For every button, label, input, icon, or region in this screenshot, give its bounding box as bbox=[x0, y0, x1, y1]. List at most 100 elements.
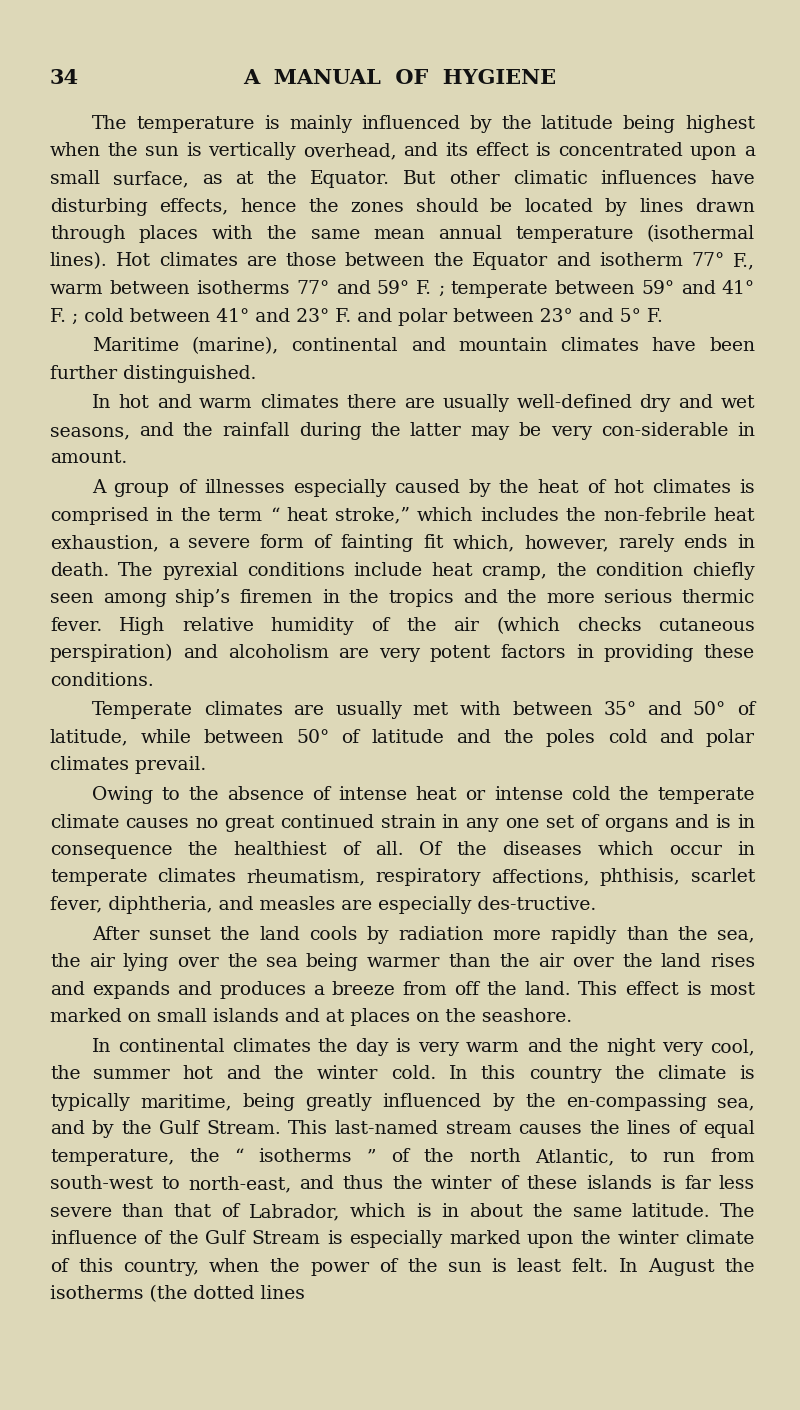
Text: cold: cold bbox=[571, 785, 610, 804]
Text: the: the bbox=[122, 1121, 152, 1138]
Text: hot: hot bbox=[614, 479, 644, 498]
Text: power: power bbox=[310, 1258, 370, 1276]
Text: “: “ bbox=[270, 506, 279, 525]
Text: (marine),: (marine), bbox=[192, 337, 279, 355]
Text: of: of bbox=[678, 1121, 696, 1138]
Text: being: being bbox=[242, 1093, 295, 1111]
Text: (which: (which bbox=[496, 616, 560, 634]
Text: this: this bbox=[78, 1258, 113, 1276]
Text: or: or bbox=[466, 785, 486, 804]
Text: Temperate: Temperate bbox=[92, 701, 193, 719]
Text: rises: rises bbox=[710, 953, 755, 971]
Text: thermic: thermic bbox=[682, 589, 755, 608]
Text: Hot: Hot bbox=[116, 252, 151, 271]
Text: there: there bbox=[346, 395, 397, 412]
Text: Atlantic,: Atlantic, bbox=[535, 1148, 614, 1166]
Text: hence: hence bbox=[240, 197, 297, 216]
Text: radiation: radiation bbox=[398, 926, 484, 943]
Text: climates: climates bbox=[260, 395, 339, 412]
Text: to: to bbox=[630, 1148, 648, 1166]
Text: of: of bbox=[342, 729, 360, 747]
Text: these: these bbox=[704, 644, 755, 663]
Text: is: is bbox=[715, 814, 731, 832]
Text: August: August bbox=[648, 1258, 714, 1276]
Text: is: is bbox=[739, 479, 755, 498]
Text: day: day bbox=[355, 1038, 389, 1056]
Text: chiefly: chiefly bbox=[692, 561, 755, 580]
Text: temperature,: temperature, bbox=[50, 1148, 174, 1166]
Text: ends: ends bbox=[683, 534, 728, 553]
Text: most: most bbox=[709, 981, 755, 998]
Text: air: air bbox=[89, 953, 114, 971]
Text: temperate: temperate bbox=[50, 869, 147, 887]
Text: north-east,: north-east, bbox=[188, 1176, 291, 1193]
Text: met: met bbox=[413, 701, 449, 719]
Text: the: the bbox=[556, 561, 586, 580]
Text: those: those bbox=[286, 252, 337, 271]
Text: winter: winter bbox=[618, 1231, 679, 1248]
Text: of: of bbox=[587, 479, 606, 498]
Text: include: include bbox=[354, 561, 422, 580]
Text: condition: condition bbox=[595, 561, 683, 580]
Text: scarlet: scarlet bbox=[690, 869, 755, 887]
Text: continental: continental bbox=[291, 337, 398, 355]
Text: far: far bbox=[684, 1176, 710, 1193]
Text: less: less bbox=[719, 1176, 755, 1193]
Text: are: are bbox=[404, 395, 434, 412]
Text: mean: mean bbox=[373, 226, 425, 243]
Text: winter: winter bbox=[317, 1066, 378, 1083]
Text: these: these bbox=[526, 1176, 578, 1193]
Text: non-febrile: non-febrile bbox=[603, 506, 706, 525]
Text: Labrador,: Labrador, bbox=[250, 1203, 341, 1221]
Text: continued: continued bbox=[281, 814, 374, 832]
Text: among: among bbox=[102, 589, 166, 608]
Text: providing: providing bbox=[604, 644, 694, 663]
Text: usually: usually bbox=[442, 395, 509, 412]
Text: cold.: cold. bbox=[391, 1066, 436, 1083]
Text: heat: heat bbox=[416, 785, 458, 804]
Text: from: from bbox=[402, 981, 447, 998]
Text: which: which bbox=[417, 506, 473, 525]
Text: influenced: influenced bbox=[362, 116, 460, 133]
Text: lines).: lines). bbox=[50, 252, 108, 271]
Text: however,: however, bbox=[524, 534, 609, 553]
Text: the: the bbox=[533, 1203, 563, 1221]
Text: causes: causes bbox=[518, 1121, 582, 1138]
Text: The: The bbox=[118, 561, 154, 580]
Text: is: is bbox=[491, 1258, 507, 1276]
Text: last-named: last-named bbox=[334, 1121, 438, 1138]
Text: phthisis,: phthisis, bbox=[600, 869, 681, 887]
Text: the: the bbox=[168, 1231, 198, 1248]
Text: night: night bbox=[606, 1038, 655, 1056]
Text: (isothermal: (isothermal bbox=[647, 226, 755, 243]
Text: while: while bbox=[141, 729, 192, 747]
Text: the: the bbox=[181, 506, 211, 525]
Text: with: with bbox=[212, 226, 254, 243]
Text: and: and bbox=[183, 644, 218, 663]
Text: F.,: F., bbox=[733, 252, 755, 271]
Text: at: at bbox=[235, 171, 254, 188]
Text: the: the bbox=[108, 142, 138, 161]
Text: between: between bbox=[554, 281, 635, 298]
Text: in: in bbox=[155, 506, 174, 525]
Text: to: to bbox=[161, 1176, 180, 1193]
Text: climates prevail.: climates prevail. bbox=[50, 756, 206, 774]
Text: located: located bbox=[525, 197, 594, 216]
Text: between: between bbox=[345, 252, 426, 271]
Text: severe: severe bbox=[188, 534, 250, 553]
Text: continental: continental bbox=[118, 1038, 225, 1056]
Text: over: over bbox=[178, 953, 219, 971]
Text: warmer: warmer bbox=[367, 953, 441, 971]
Text: mainly: mainly bbox=[289, 116, 352, 133]
Text: climate: climate bbox=[658, 1066, 726, 1083]
Text: pyrexial: pyrexial bbox=[162, 561, 238, 580]
Text: greatly: greatly bbox=[306, 1093, 372, 1111]
Text: by: by bbox=[492, 1093, 514, 1111]
Text: Equator: Equator bbox=[472, 252, 548, 271]
Text: by: by bbox=[366, 926, 389, 943]
Text: influence: influence bbox=[50, 1231, 137, 1248]
Text: cutaneous: cutaneous bbox=[658, 616, 755, 634]
Text: between: between bbox=[110, 281, 190, 298]
Text: zones: zones bbox=[350, 197, 404, 216]
Text: produces: produces bbox=[219, 981, 306, 998]
